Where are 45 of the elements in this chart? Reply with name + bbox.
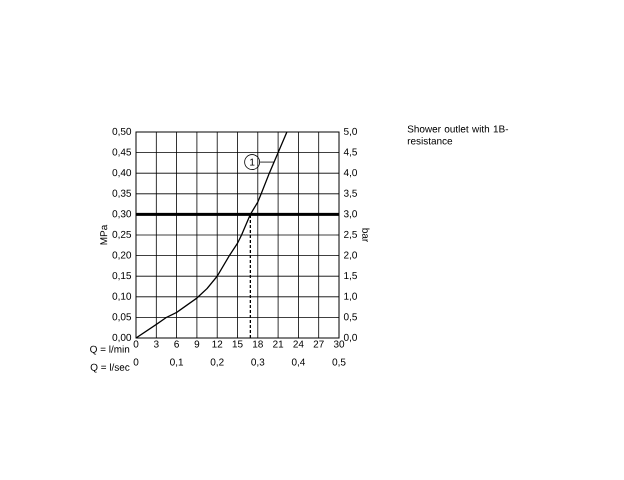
- x-axis-title: Q = l/min: [90, 345, 130, 355]
- y2-tick-label: 1,5: [344, 272, 357, 280]
- y2-tick-label: 3,5: [344, 190, 357, 198]
- x2-tick-label: 0,1: [170, 358, 184, 367]
- y-tick-label: 0,05: [112, 313, 132, 322]
- x2-tick-label: 0,5: [332, 358, 346, 367]
- y-tick-label: 0,20: [112, 251, 132, 260]
- y-tick-label: 0,10: [112, 292, 132, 301]
- y-tick-label: 0,00: [112, 334, 132, 342]
- annotation: 1: [250, 158, 254, 166]
- x2-tick-label: 0,3: [251, 358, 264, 367]
- y2-tick-label: 2,0: [344, 251, 357, 260]
- y2-tick-label: 0,0: [344, 334, 357, 342]
- x2-tick-label: 0,4: [292, 358, 306, 367]
- y-tick-label: 0,25: [112, 230, 132, 240]
- x-tick-label: 18: [253, 340, 263, 348]
- x-tick-label: 24: [293, 340, 304, 348]
- y-tick-label: 0,15: [112, 272, 132, 280]
- y-tick-label: 0,45: [112, 148, 132, 157]
- x-tick-label: 12: [212, 340, 222, 348]
- y-tick-label: 0,50: [112, 128, 132, 136]
- y2-tick-label: 2,5: [344, 230, 357, 240]
- x2-tick-label: 0,2: [210, 358, 224, 367]
- y-axis-title: MPa: [100, 224, 108, 244]
- y2-axis-title: bar: [362, 228, 370, 242]
- x-tick-label: 6: [174, 340, 179, 348]
- text: Shower outlet with 1B-resistance: [408, 125, 508, 144]
- x-tick-label: 30: [334, 340, 344, 348]
- y2-tick-label: 0,5: [344, 313, 357, 322]
- x2-axis-title: Q = l/sec: [90, 363, 130, 373]
- x2-tick-label: 0: [134, 358, 138, 366]
- x-tick-label: 9: [194, 340, 200, 348]
- x-tick-label: 27: [314, 340, 324, 348]
- x-tick-label: 3: [154, 340, 159, 348]
- y-tick-label: 0,35: [112, 190, 132, 198]
- y2-tick-label: 1,0: [344, 292, 357, 301]
- y-tick-label: 0,40: [112, 169, 132, 178]
- y2-tick-label: 4,0: [344, 169, 357, 178]
- y2-tick-label: 3,0: [344, 210, 357, 219]
- y-tick-label: 0,30: [112, 210, 132, 219]
- x-tick-label: 21: [273, 340, 284, 348]
- y2-tick-label: 5,0: [344, 128, 357, 136]
- y2-tick-label: 4,5: [344, 148, 357, 157]
- x-tick-label: 15: [232, 340, 243, 348]
- x-tick-label: 0: [134, 340, 138, 348]
